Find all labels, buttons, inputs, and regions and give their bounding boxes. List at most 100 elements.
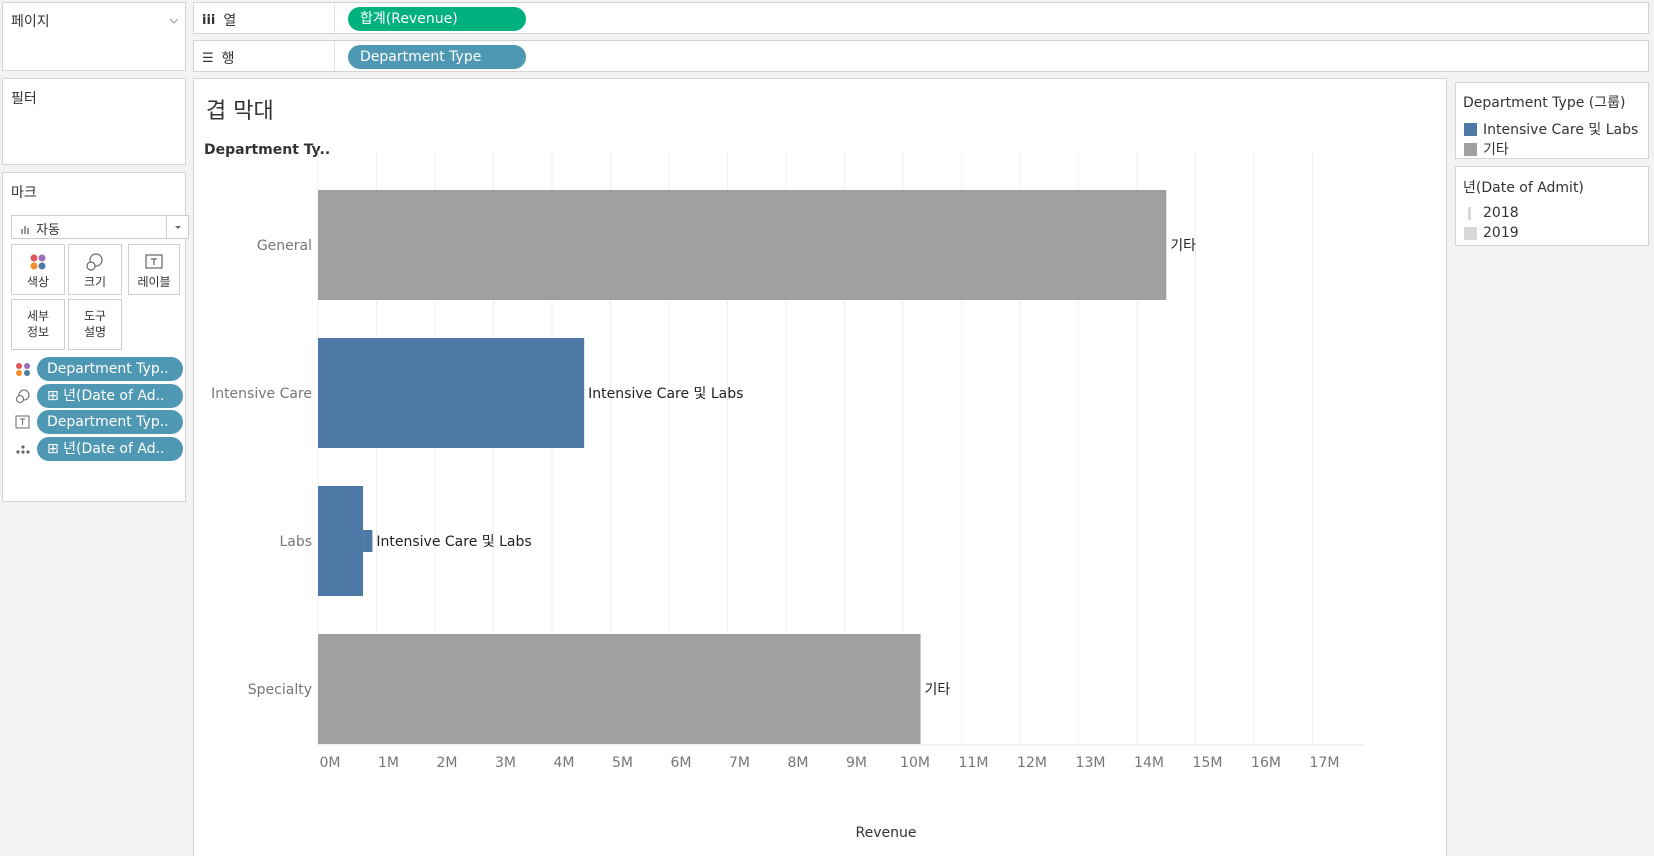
- legend-swatch-blue: [1464, 122, 1477, 136]
- bar-data-label: 기타: [1170, 238, 1196, 254]
- bar-data-label: Intensive Care 및 Labs: [376, 534, 531, 550]
- filters-panel[interactable]: 필터: [2, 78, 186, 165]
- legend-item-2018[interactable]: 2018: [1464, 205, 1519, 221]
- x-tick-label: 13M: [1076, 755, 1106, 771]
- bar-2018[interactable]: [318, 190, 1167, 300]
- legend-label-icu-labs: Intensive Care 및 Labs: [1483, 122, 1639, 138]
- department-type-pill[interactable]: Department Type: [348, 45, 526, 69]
- legend-item-2019[interactable]: 2019: [1464, 225, 1519, 241]
- mark-type-label: 자동: [36, 223, 60, 238]
- x-tick-label: 8M: [788, 755, 809, 771]
- pages-title: 페이지: [11, 14, 50, 30]
- bar-2018[interactable]: [318, 634, 921, 744]
- tooltip-label-line1: 도구: [83, 309, 107, 323]
- color-field-pill[interactable]: Department Typ..: [37, 357, 183, 381]
- chart-view: 겹 막대 Department Ty.. 기타 Intensive Care 및 …: [193, 78, 1447, 856]
- text-label-icon: [145, 254, 163, 269]
- rows-label: 행: [221, 51, 235, 67]
- marks-panel: 마크 자동 색상 크기 레이블 세부 정보 도구 설명 Department T…: [2, 172, 189, 502]
- label-button[interactable]: 레이블: [128, 244, 180, 295]
- legend-swatch-gray: [1464, 142, 1477, 156]
- mark-card-size[interactable]: ⊞ 년(Date of Ad..: [9, 384, 185, 408]
- legend-label-2018: 2018: [1483, 205, 1519, 221]
- bar-2018[interactable]: [318, 486, 364, 596]
- x-tick-label: 2M: [437, 755, 458, 771]
- chevron-down-icon[interactable]: [169, 17, 179, 25]
- view-gutter: [1447, 78, 1453, 856]
- detail-button[interactable]: 세부 정보: [11, 299, 65, 350]
- legend-item-icu-labs[interactable]: Intensive Care 및 Labs: [1464, 119, 1638, 139]
- color-dots-icon: [16, 363, 30, 376]
- shelf-divider: [334, 41, 335, 71]
- pages-panel: 페이지: [2, 2, 186, 71]
- revenue-pill[interactable]: 합계(Revenue): [348, 7, 526, 31]
- size-button[interactable]: 크기: [68, 244, 122, 295]
- x-tick-label: 15M: [1193, 755, 1223, 771]
- y-category-label[interactable]: General: [257, 238, 312, 254]
- size-legend-title: 년(Date of Admit): [1463, 180, 1584, 196]
- size-circles-icon: [16, 389, 30, 403]
- columns-shelf: iii 열 합계(Revenue): [193, 2, 1649, 34]
- mark-card-detail[interactable]: ⊞ 년(Date of Ad..: [9, 437, 185, 461]
- size-swatch-large: [1464, 226, 1477, 240]
- x-tick-label: 6M: [671, 755, 692, 771]
- size-swatch-small: [1464, 206, 1477, 220]
- x-axis-title: Revenue: [856, 825, 917, 841]
- legend-label-other: 기타: [1483, 142, 1509, 158]
- size-legend[interactable]: 년(Date of Admit) 2018 2019: [1455, 166, 1649, 246]
- x-tick-label: 16M: [1251, 755, 1281, 771]
- x-tick-label: 14M: [1134, 755, 1164, 771]
- size-label: 크기: [83, 275, 107, 289]
- color-label: 색상: [26, 275, 50, 289]
- detail-label-line1: 세부: [26, 309, 50, 323]
- rows-shelf: ☰ 행 Department Type: [193, 40, 1649, 72]
- bar-2019[interactable]: [363, 530, 373, 552]
- x-tick-label: 11M: [959, 755, 989, 771]
- marks-title: 마크: [11, 185, 37, 201]
- mark-card-color[interactable]: Department Typ..: [9, 357, 185, 381]
- color-button[interactable]: 색상: [11, 244, 65, 295]
- tooltip-button[interactable]: 도구 설명: [68, 299, 122, 350]
- bar-chart: 기타 Intensive Care 및 Labs Intensive Care 및 …: [211, 151, 1364, 841]
- rows-icon: ☰: [202, 50, 214, 66]
- y-category-label[interactable]: Intensive Care: [211, 386, 312, 402]
- bar-chart-icon: [21, 225, 29, 234]
- x-tick-label: 3M: [495, 755, 516, 771]
- shelf-divider: [334, 3, 335, 33]
- x-tick-label: 7M: [729, 755, 750, 771]
- columns-icon: iii: [202, 12, 216, 28]
- label-label: 레이블: [137, 275, 171, 289]
- sheet-title: 겹 막대: [206, 99, 274, 124]
- x-tick-label: 0M: [320, 755, 341, 771]
- color-dots-icon: [30, 254, 46, 270]
- x-tick-label: 17M: [1310, 755, 1340, 771]
- label-field-pill[interactable]: Department Typ..: [37, 410, 183, 434]
- bar-data-label: 기타: [925, 682, 951, 698]
- chevron-down-icon: [175, 226, 181, 229]
- bar-2018[interactable]: [318, 338, 585, 448]
- legend-item-other[interactable]: 기타: [1464, 139, 1509, 159]
- bar-data-label: Intensive Care 및 Labs: [588, 386, 743, 402]
- text-label-icon: [15, 415, 30, 429]
- columns-label: 열: [223, 13, 237, 29]
- tooltip-label-line2: 설명: [83, 325, 107, 339]
- detail-label-line2: 정보: [26, 325, 50, 339]
- mark-card-label[interactable]: Department Typ..: [9, 410, 185, 434]
- y-category-label[interactable]: Specialty: [248, 682, 312, 698]
- filters-title: 필터: [11, 91, 37, 107]
- x-tick-label: 5M: [612, 755, 633, 771]
- color-legend-title: Department Type (그룹): [1463, 95, 1626, 111]
- row-header[interactable]: Department Ty..: [204, 142, 331, 158]
- size-circles-icon: [86, 253, 103, 271]
- legend-label-2019: 2019: [1483, 225, 1519, 241]
- detail-dots-icon: [16, 445, 30, 454]
- x-tick-label: 1M: [378, 755, 399, 771]
- color-legend[interactable]: Department Type (그룹) Intensive Care 및 La…: [1455, 82, 1649, 159]
- dropdown-arrow[interactable]: [166, 216, 188, 238]
- y-category-label[interactable]: Labs: [279, 534, 312, 550]
- x-tick-label: 4M: [554, 755, 575, 771]
- x-tick-label: 9M: [846, 755, 867, 771]
- mark-type-dropdown[interactable]: 자동: [11, 215, 189, 239]
- detail-field-pill[interactable]: ⊞ 년(Date of Ad..: [37, 437, 183, 461]
- size-field-pill[interactable]: ⊞ 년(Date of Ad..: [37, 384, 183, 408]
